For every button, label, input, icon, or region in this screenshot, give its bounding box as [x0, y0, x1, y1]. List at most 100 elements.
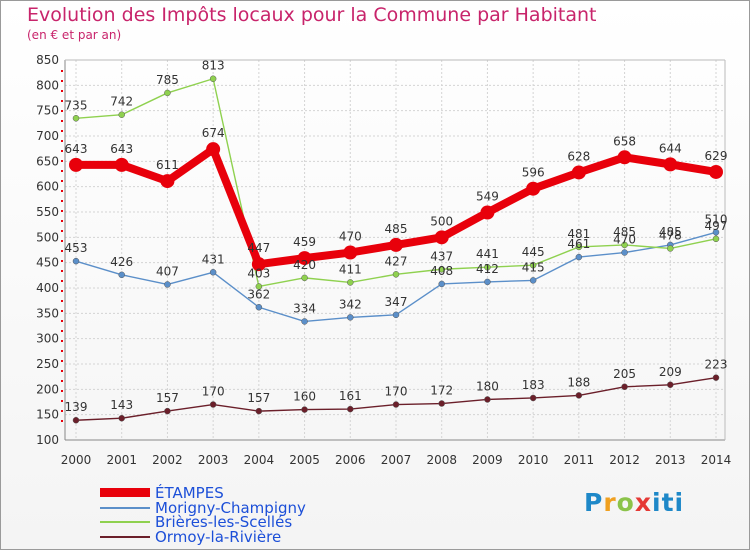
data-point: [575, 253, 583, 261]
data-point: [663, 157, 678, 172]
data-label: 157: [247, 391, 270, 405]
data-point: [480, 205, 495, 220]
y-tick-label: 650: [36, 154, 59, 168]
data-label: 412: [476, 262, 499, 276]
y-tick-label: 450: [36, 256, 59, 270]
x-tick-label: 2001: [106, 453, 137, 467]
data-label: 427: [385, 254, 408, 268]
data-label: 485: [385, 222, 408, 236]
data-point: [392, 401, 400, 408]
data-labels: 139 143 157 170 157 160 161 170 172 180 183 188 205 2…: [65, 59, 728, 414]
y-tick-label: 850: [36, 53, 59, 67]
data-point: [529, 394, 537, 402]
data-point: [72, 115, 80, 122]
y-tick-label: 600: [36, 180, 59, 194]
data-label: 453: [65, 241, 88, 255]
data-point: [69, 157, 83, 172]
y-tick-label: 800: [36, 78, 59, 92]
data-label: 183: [522, 378, 545, 392]
legend-label: ÉTAMPES: [155, 484, 224, 502]
data-point: [118, 271, 125, 279]
x-tick-label: 2008: [426, 453, 457, 467]
legend-label: Ormoy-la-Rivière: [155, 527, 282, 546]
data-label: 334: [293, 301, 316, 315]
data-label: 342: [339, 297, 362, 311]
chart-subtitle: (en € et par an): [27, 28, 122, 42]
data-label: 362: [247, 287, 270, 301]
data-label: 143: [110, 398, 133, 412]
data-label: 347: [385, 295, 408, 309]
data-label: 611: [156, 158, 179, 172]
data-point: [255, 283, 263, 290]
data-label: 485: [613, 225, 636, 239]
x-tick-label: 2003: [198, 453, 229, 467]
data-point: [255, 407, 263, 415]
data-label: 644: [659, 141, 682, 155]
data-label: 658: [613, 134, 636, 148]
legend-swatch: [100, 506, 150, 509]
data-point: [526, 181, 541, 196]
data-point: [667, 245, 674, 252]
data-point: [72, 257, 80, 265]
data-label: 188: [567, 375, 590, 389]
data-point: [484, 263, 491, 271]
data-point: [392, 271, 400, 278]
data-label: 510: [705, 212, 728, 226]
series-lines: [69, 75, 723, 424]
y-tick-label: 150: [36, 408, 59, 422]
x-tick-label: 2006: [335, 453, 366, 467]
x-tick-label: 2002: [152, 453, 183, 467]
data-point: [484, 396, 491, 403]
y-tick-label: 300: [36, 332, 59, 346]
data-point: [438, 400, 445, 407]
data-point: [209, 401, 217, 408]
data-point: [347, 279, 354, 286]
data-label: 170: [385, 385, 408, 399]
proxiti-logo: Proxiti: [584, 488, 685, 517]
data-point: [160, 174, 175, 189]
data-point: [621, 249, 628, 256]
data-label: 497: [705, 219, 728, 233]
data-point: [621, 383, 628, 391]
data-label: 481: [567, 227, 590, 241]
data-label: 157: [156, 391, 179, 405]
data-point: [438, 266, 445, 273]
chart-title: Evolution des Impôts locaux pour la Comm…: [27, 4, 597, 26]
data-label: 461: [567, 237, 590, 251]
x-tick-label: 2000: [61, 453, 92, 467]
legend-swatch: [100, 521, 150, 523]
data-point: [164, 407, 171, 415]
data-point: [297, 251, 312, 266]
x-tick-label: 2014: [701, 453, 732, 467]
data-point: [712, 229, 720, 236]
data-point: [712, 235, 720, 243]
data-point: [343, 245, 358, 260]
data-label: 180: [476, 379, 499, 393]
data-point: [206, 142, 221, 157]
data-label: 411: [339, 262, 362, 276]
y-tick-label: 250: [36, 357, 59, 371]
data-point: [621, 241, 628, 249]
data-label: 643: [65, 142, 88, 156]
data-label: 426: [110, 255, 133, 269]
data-label: 813: [202, 59, 225, 73]
data-label: 485: [659, 225, 682, 239]
data-point: [164, 281, 171, 288]
data-label: 209: [659, 365, 682, 379]
x-tick-label: 2007: [381, 453, 412, 467]
y-tick-label: 400: [36, 281, 59, 295]
data-point: [301, 406, 308, 413]
data-point: [72, 416, 80, 424]
data-point: [347, 405, 354, 413]
x-tick-label: 2009: [472, 453, 503, 467]
data-point: [118, 414, 125, 422]
data-label: 441: [476, 247, 499, 261]
data-label: 205: [613, 367, 636, 381]
data-label: 415: [522, 260, 545, 274]
data-point: [347, 314, 354, 321]
data-label: 742: [110, 95, 133, 109]
data-point: [571, 165, 586, 180]
data-label: 785: [156, 73, 179, 87]
data-label: 408: [430, 264, 453, 278]
data-label: 628: [567, 149, 590, 163]
